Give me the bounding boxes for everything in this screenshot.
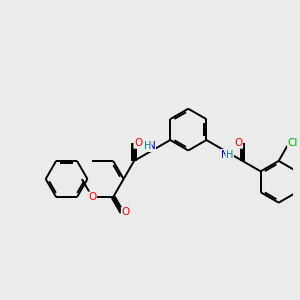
Text: O: O — [134, 138, 142, 148]
Text: O: O — [88, 192, 96, 202]
Text: O: O — [234, 138, 243, 148]
Text: H: H — [226, 149, 233, 160]
Text: Cl: Cl — [288, 138, 298, 148]
Text: N: N — [221, 149, 229, 160]
Text: O: O — [122, 207, 130, 218]
Text: H: H — [144, 141, 151, 152]
Text: N: N — [148, 141, 155, 152]
